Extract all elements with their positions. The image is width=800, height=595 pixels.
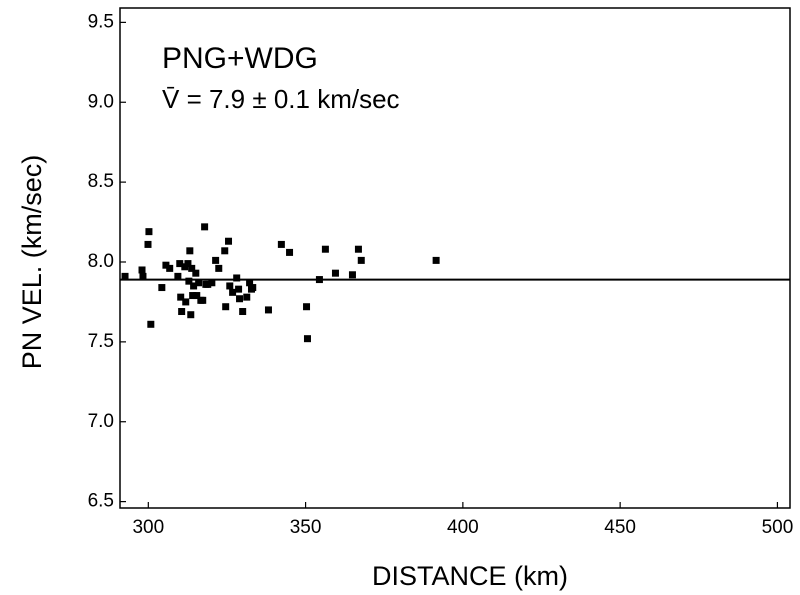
- point: [187, 311, 195, 319]
- point: [303, 335, 311, 343]
- point: [177, 293, 185, 301]
- point: [348, 271, 356, 279]
- annotation: PNG+WDG: [162, 42, 318, 75]
- point: [208, 279, 216, 287]
- point: [215, 264, 223, 272]
- point: [176, 260, 184, 268]
- point: [221, 247, 229, 255]
- point: [229, 288, 237, 296]
- point: [158, 284, 166, 292]
- point: [235, 285, 243, 293]
- point: [357, 256, 365, 264]
- point: [186, 247, 194, 255]
- point: [239, 308, 247, 316]
- point: [138, 266, 146, 274]
- y-axis-label: PN VEL. (km/sec): [17, 155, 47, 370]
- y-tick-label: 7.5: [88, 331, 114, 352]
- point: [199, 296, 207, 304]
- point: [264, 306, 272, 314]
- point: [166, 264, 174, 272]
- y-tick-label: 7.0: [88, 411, 114, 432]
- point: [145, 228, 153, 236]
- point: [233, 274, 241, 282]
- point: [121, 272, 129, 280]
- point: [226, 282, 234, 290]
- y-tick-label: 9.5: [88, 11, 114, 32]
- y-tick-label: 8.5: [88, 171, 114, 192]
- point: [236, 295, 244, 303]
- point: [193, 292, 201, 300]
- point: [174, 272, 182, 280]
- x-tick-label: 500: [762, 517, 794, 538]
- point: [249, 284, 257, 292]
- point: [201, 223, 209, 231]
- x-tick-label: 450: [604, 517, 636, 538]
- plot-frame: [119, 7, 791, 509]
- point: [212, 256, 220, 264]
- point: [185, 277, 193, 285]
- x-tick-label: 300: [132, 517, 164, 538]
- y-tick-label: 6.5: [88, 491, 114, 512]
- point: [204, 280, 212, 288]
- point: [243, 293, 251, 301]
- point: [182, 298, 190, 306]
- point: [192, 269, 200, 277]
- point: [321, 245, 329, 253]
- point: [277, 240, 285, 248]
- point: [195, 279, 203, 287]
- x-axis-label: DISTANCE (km): [372, 561, 568, 591]
- point: [286, 248, 294, 256]
- point: [188, 264, 196, 272]
- x-tick-label: 400: [447, 517, 479, 538]
- point: [225, 237, 233, 245]
- x-tick-label: 350: [290, 517, 322, 538]
- point: [139, 272, 147, 280]
- point: [190, 282, 198, 290]
- point: [184, 260, 192, 268]
- point: [303, 303, 311, 311]
- point: [144, 240, 152, 248]
- point: [354, 245, 362, 253]
- point: [189, 292, 197, 300]
- point: [315, 276, 323, 284]
- y-tick-label: 9.0: [88, 91, 114, 112]
- point: [178, 308, 186, 316]
- point: [147, 320, 155, 328]
- point: [331, 269, 339, 277]
- point: [246, 279, 254, 287]
- point: [222, 303, 230, 311]
- point: [432, 256, 440, 264]
- annotation: V̄ = 7.9 ± 0.1 km/sec: [162, 84, 400, 114]
- y-tick-label: 8.0: [88, 251, 114, 272]
- point: [162, 261, 170, 269]
